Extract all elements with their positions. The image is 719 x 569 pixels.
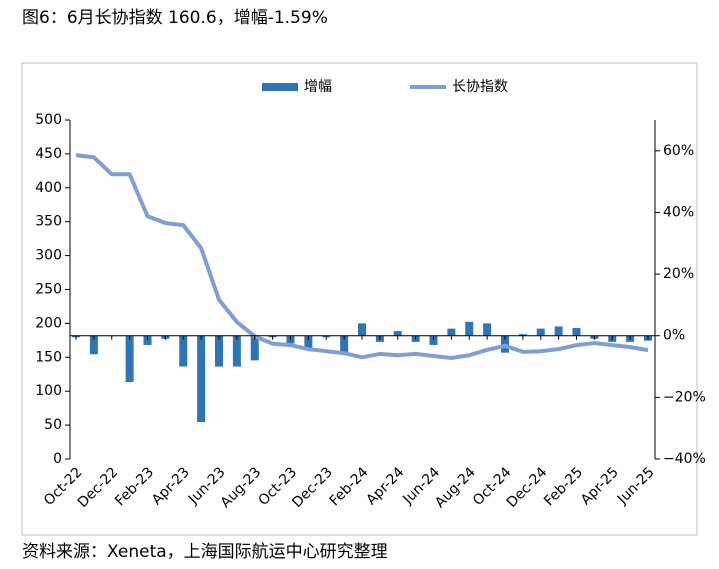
y2-tick-label: 40% (663, 204, 694, 220)
source: 资料来源：Xeneta，上海国际航运中心研究整理 (22, 542, 388, 562)
y-tick-label: 250 (35, 282, 62, 298)
bar (465, 321, 474, 336)
chart-frame (21, 62, 698, 536)
bar (358, 323, 366, 336)
bar (215, 335, 223, 367)
bar (250, 335, 259, 361)
bar (89, 335, 98, 355)
bar (197, 335, 206, 423)
x-tick-label: Apr-25 (578, 464, 622, 508)
bar (536, 328, 545, 336)
x-tick-label: Apr-24 (363, 464, 407, 508)
legend-swatch (262, 83, 298, 91)
x-tick-label: Dec-24 (504, 464, 551, 511)
bar (232, 335, 241, 367)
x-tick-label: Aug-24 (432, 464, 479, 511)
y-tick-label: 450 (35, 146, 62, 162)
legend-label: 长协指数 (452, 79, 508, 95)
y2-tick-label: −40% (663, 451, 706, 467)
y-tick-label: 150 (35, 349, 62, 365)
x-tick-label: Feb-25 (541, 464, 586, 509)
bar (393, 331, 402, 336)
y-tick-label: 300 (35, 248, 62, 264)
bar (483, 323, 492, 336)
y-tick-label: 500 (35, 112, 62, 128)
bar (554, 326, 563, 336)
bar (572, 328, 581, 336)
bar (125, 335, 134, 382)
x-tick-label: Feb-23 (112, 464, 157, 509)
line (75, 153, 649, 360)
y-tick-label: 350 (35, 214, 62, 230)
x-tick-label: Feb-24 (327, 464, 372, 509)
x-tick-label: Apr-23 (149, 464, 193, 508)
bar (447, 328, 456, 336)
bar (143, 335, 152, 345)
legend-label: 增幅 (304, 79, 332, 95)
x-tick-label: Aug-23 (218, 464, 265, 511)
y-tick-label: 50 (44, 417, 62, 433)
bar (429, 335, 438, 345)
bar (518, 334, 527, 336)
y-tick-label: 400 (35, 180, 62, 196)
x-tick-label: Dec-23 (289, 464, 336, 511)
bar (179, 335, 188, 367)
bar (340, 335, 349, 355)
y-tick-label: 200 (35, 315, 62, 331)
x-tick-label: Dec-22 (75, 464, 122, 511)
y-tick-label: 100 (35, 383, 62, 399)
y2-tick-label: 60% (663, 143, 694, 159)
y2-tick-label: 0% (663, 328, 685, 344)
y2-tick-label: 20% (663, 266, 694, 282)
y-tick-label: 0 (53, 451, 62, 467)
x-tick-label: Jun-25 (614, 464, 658, 508)
bar (304, 335, 313, 349)
title: 图6：6月长协指数 160.6，增幅-1.59% (22, 8, 328, 28)
y2-tick-label: −20% (663, 389, 706, 405)
